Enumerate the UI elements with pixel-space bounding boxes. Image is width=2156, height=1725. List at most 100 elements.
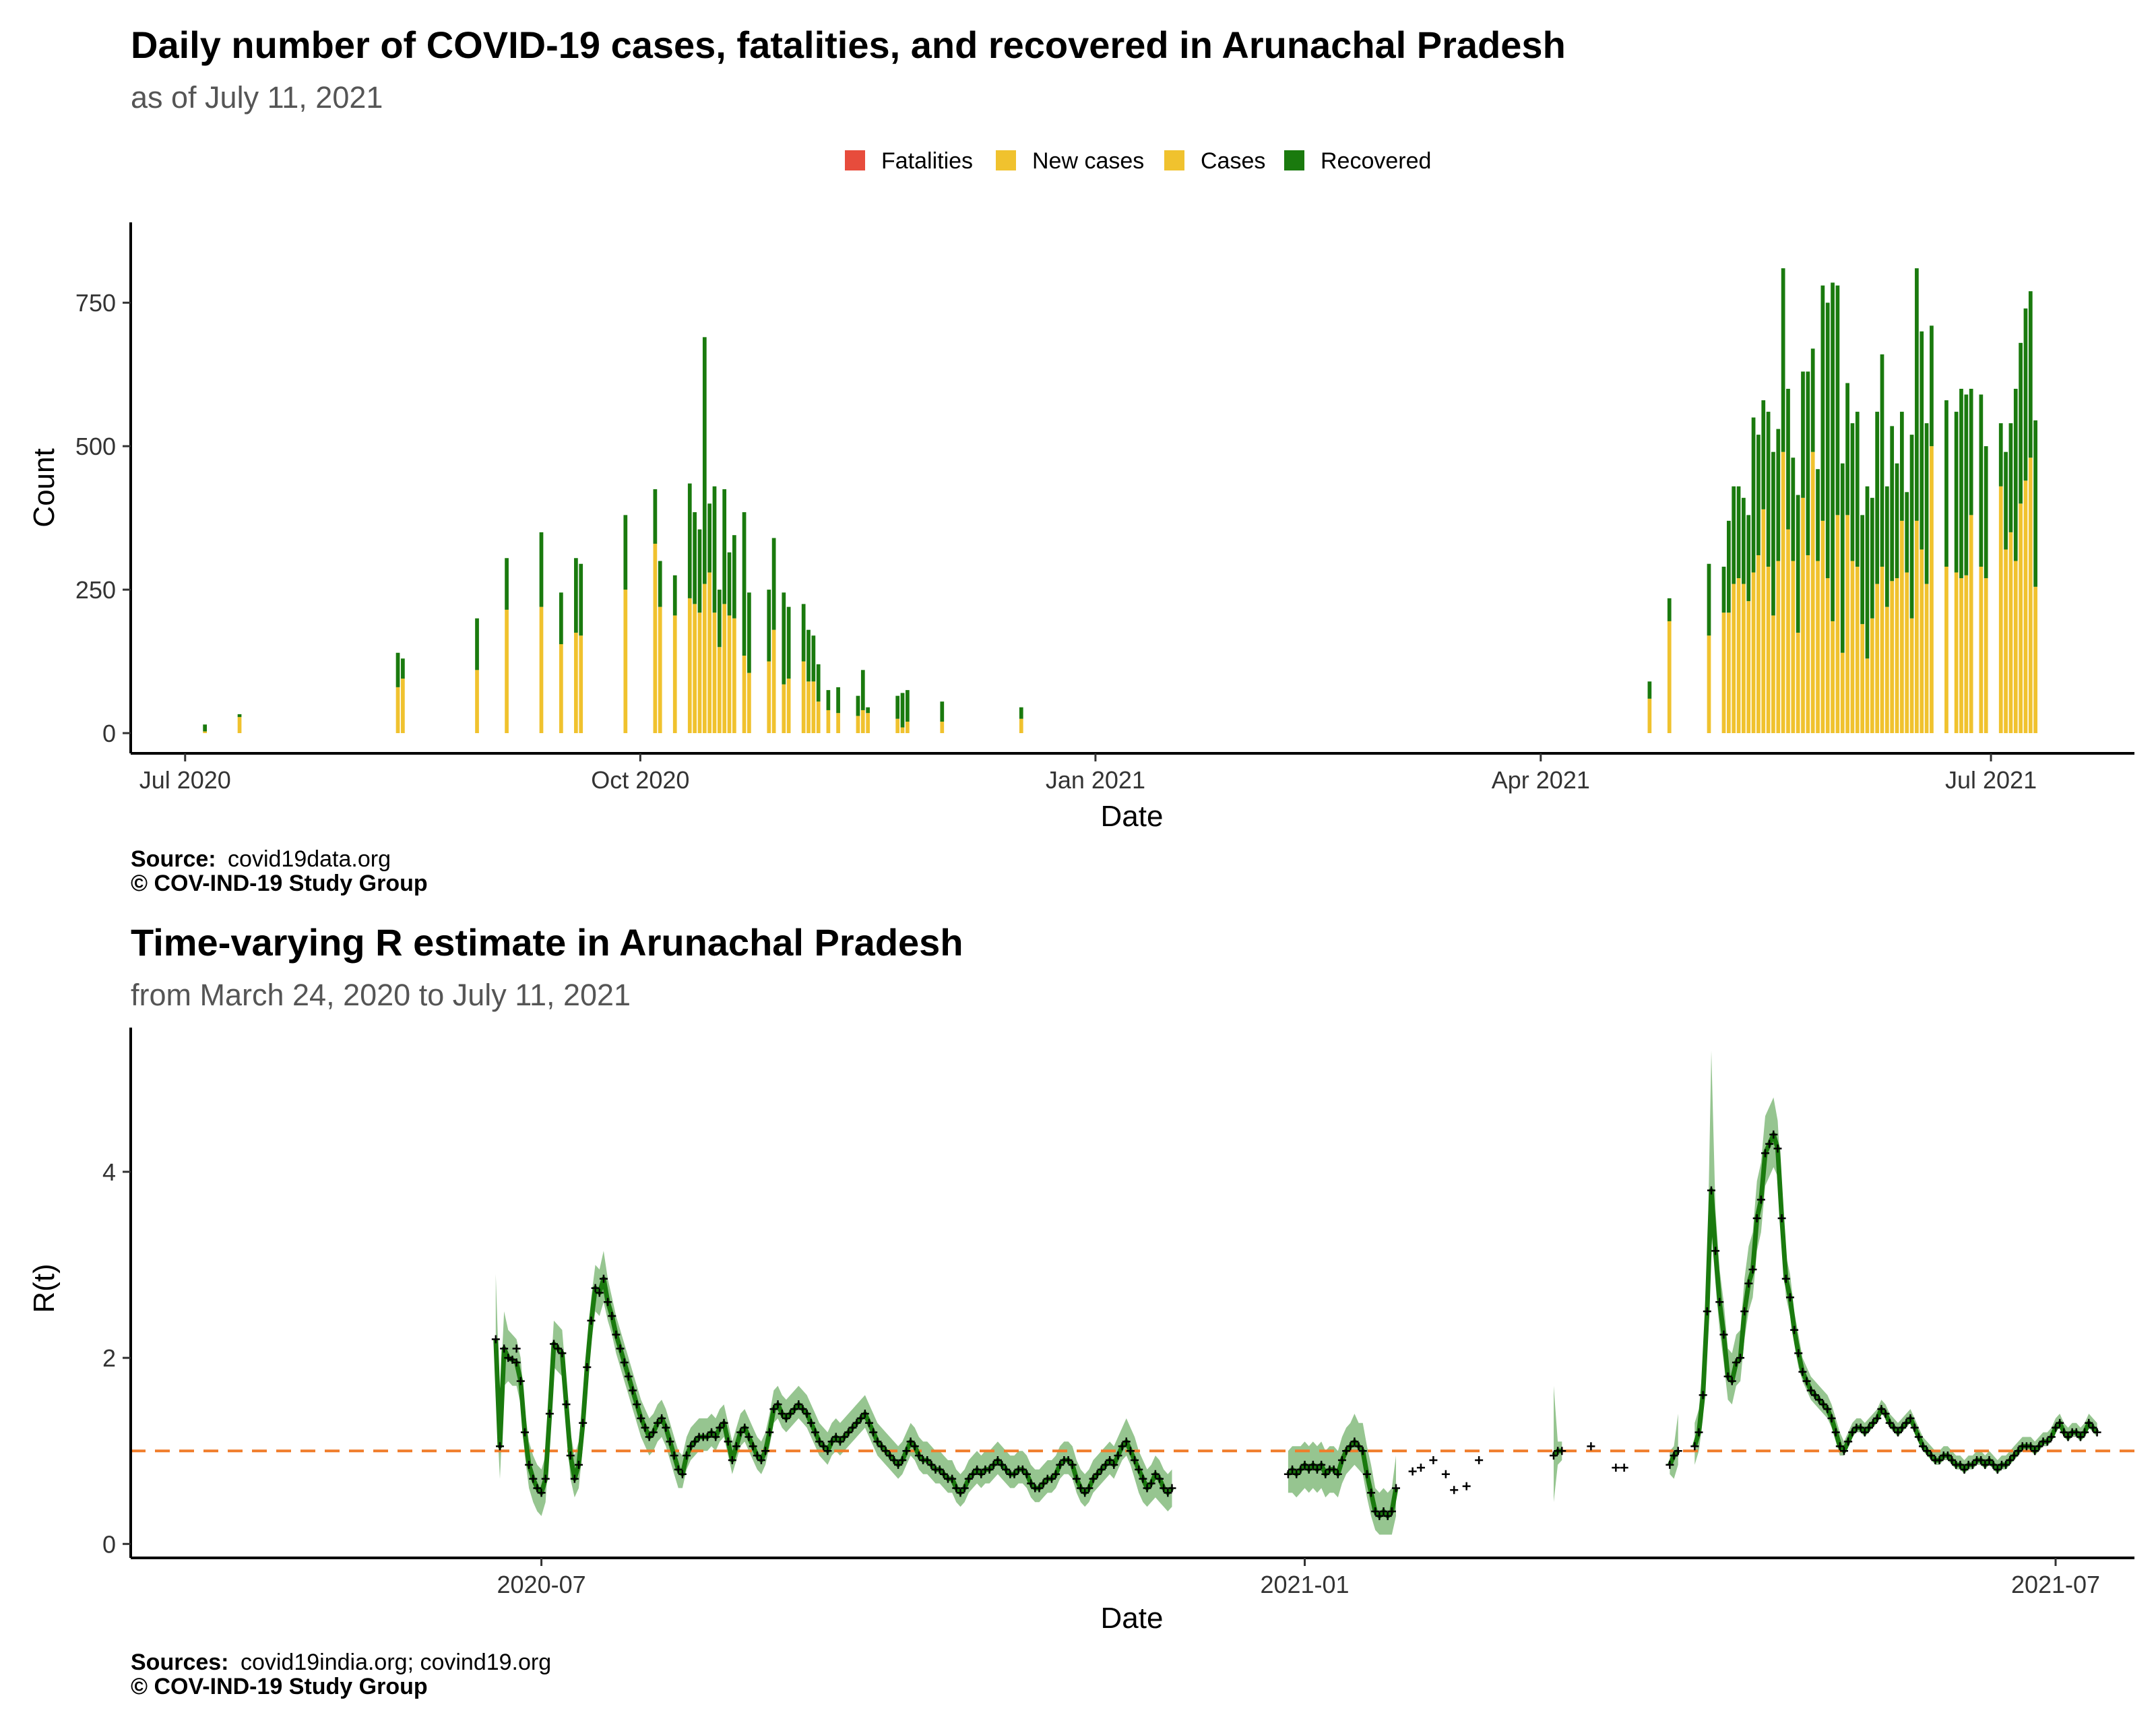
bar-cases	[1850, 561, 1855, 733]
rt-point	[1674, 1447, 1682, 1455]
bar-cases	[732, 618, 736, 733]
rt-point	[2010, 1451, 2019, 1460]
rt-point	[1093, 1470, 1102, 1478]
bar-recovered	[2033, 420, 2037, 587]
rt-point	[1690, 1442, 1699, 1451]
rt-point	[1164, 1488, 1172, 1497]
bar-recovered	[1776, 429, 1781, 561]
rt-point	[1383, 1511, 1392, 1520]
legend-label-fatalities: Fatalities	[881, 148, 973, 174]
rt-point	[2072, 1428, 2081, 1437]
bar-recovered	[727, 552, 732, 616]
rt-point	[1056, 1460, 1065, 1469]
rt-point	[806, 1418, 815, 1427]
rt-point	[877, 1442, 886, 1451]
rt-point	[1097, 1465, 1106, 1474]
rt-point	[1977, 1456, 1986, 1465]
rt-point	[1350, 1437, 1359, 1446]
rt-point	[1371, 1507, 1380, 1515]
bar-cases	[801, 661, 806, 733]
bar-y-axis-label: Count	[28, 448, 61, 527]
rt-point	[1839, 1447, 1848, 1455]
bar-cases	[1746, 601, 1751, 733]
bar-recovered	[1810, 348, 1815, 452]
rt-point	[641, 1423, 649, 1432]
bar-cases	[1667, 621, 1672, 733]
rt-point	[1736, 1354, 1745, 1362]
rt-point	[1313, 1465, 1321, 1474]
legend-key-fatalities	[845, 150, 865, 170]
bar-recovered	[767, 590, 771, 662]
bar-cases	[1984, 578, 1988, 733]
rt-point	[1085, 1484, 1093, 1493]
rt-point	[599, 1274, 608, 1283]
bar-recovered	[1845, 383, 1849, 515]
bar-cases	[836, 713, 840, 733]
rt-point	[778, 1409, 786, 1418]
rt-point	[1894, 1428, 1903, 1437]
rt-point	[1317, 1460, 1326, 1469]
rt-point	[1666, 1460, 1674, 1469]
bar-recovered	[806, 629, 811, 682]
bar-cases	[782, 684, 786, 733]
rt-point	[508, 1355, 517, 1364]
bar-cases	[1726, 613, 1731, 733]
bar-recovered	[856, 695, 860, 716]
bar-cases	[1019, 718, 1023, 733]
rt-point	[1558, 1447, 1566, 1455]
rt-point	[827, 1437, 836, 1446]
bar-recovered	[1736, 486, 1741, 579]
bar-recovered	[1751, 417, 1756, 573]
bar-cases	[826, 710, 831, 733]
rt-point	[545, 1409, 554, 1418]
bar-recovered	[2019, 342, 2023, 504]
rt-point	[1346, 1442, 1355, 1451]
bar-cases	[866, 713, 870, 733]
bar-cases	[895, 718, 900, 733]
rt-point	[923, 1456, 932, 1465]
bar-cases	[2008, 532, 2013, 733]
bar-cases	[1707, 635, 1711, 733]
bar-cases	[1781, 451, 1785, 733]
rt-point	[1147, 1479, 1155, 1488]
rt-point	[612, 1330, 621, 1339]
bar-recovered	[2008, 423, 2013, 532]
rt-point	[1429, 1456, 1438, 1465]
bar-recovered	[559, 592, 563, 644]
rt-point	[2064, 1433, 2072, 1441]
bar-recovered	[836, 687, 840, 714]
bar-recovered	[1835, 285, 1840, 515]
rt-point	[848, 1423, 857, 1432]
rt-point	[1342, 1447, 1351, 1455]
rt-x-axis-label: Date	[1101, 1602, 1164, 1635]
rt-point	[566, 1451, 575, 1460]
bar-recovered	[658, 561, 662, 607]
bar-cases	[203, 731, 208, 733]
rt-point	[732, 1442, 740, 1451]
bar-cases	[727, 615, 732, 733]
rt-y-tick-label: 4	[102, 1158, 116, 1186]
bar-recovered	[1959, 388, 1963, 579]
rt-axes: 0 2 4 2020-07 2021-01 2021-07	[102, 1028, 2134, 1598]
bar-recovered	[895, 695, 900, 719]
bar-cases	[771, 629, 776, 733]
bar-cases	[1761, 509, 1766, 733]
rt-point	[898, 1456, 907, 1465]
rt-chart-subtitle: from March 24, 2020 to July 11, 2021	[131, 978, 631, 1012]
rt-point	[1391, 1484, 1400, 1493]
bar-recovered	[1944, 400, 1948, 567]
rt-point	[960, 1484, 969, 1493]
bar-cases	[1954, 572, 1959, 733]
rt-point	[1160, 1484, 1168, 1493]
rt-point	[587, 1316, 596, 1325]
bar-cases	[672, 615, 677, 733]
rt-point	[910, 1442, 919, 1451]
rt-point	[1292, 1470, 1301, 1478]
bar-recovered	[1019, 707, 1023, 719]
rt-point	[977, 1470, 986, 1478]
rt-point	[852, 1418, 861, 1427]
rt-point	[1898, 1423, 1907, 1432]
bar-cases	[623, 590, 628, 733]
bar-x-tick-label: Jan 2021	[1046, 766, 1145, 794]
